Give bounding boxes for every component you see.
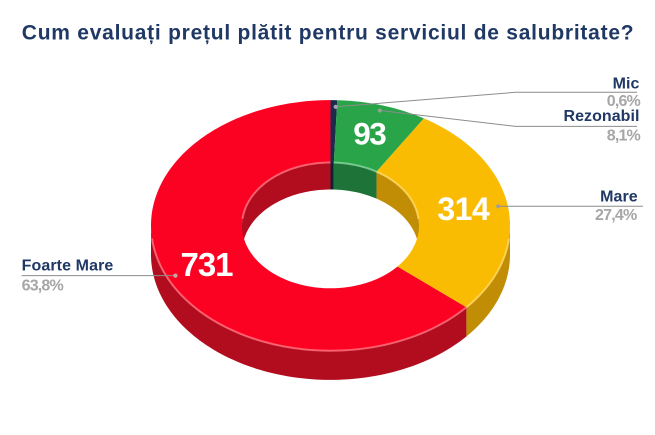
svg-text:63,8%: 63,8% (22, 278, 64, 295)
svg-text:Cum evaluați prețul plătit pen: Cum evaluați prețul plătit pentru servic… (22, 21, 635, 44)
svg-text:0,6%: 0,6% (607, 93, 641, 110)
svg-text:731: 731 (180, 246, 233, 283)
svg-text:Rezonabil: Rezonabil (563, 108, 639, 125)
svg-text:314: 314 (437, 191, 490, 227)
svg-text:Mare: Mare (600, 189, 638, 206)
svg-text:8,1%: 8,1% (607, 128, 641, 145)
svg-text:Foarte Mare: Foarte Mare (22, 257, 114, 274)
svg-text:27,4%: 27,4% (595, 207, 637, 224)
svg-text:93: 93 (353, 116, 386, 152)
svg-text:Mic: Mic (613, 75, 640, 92)
